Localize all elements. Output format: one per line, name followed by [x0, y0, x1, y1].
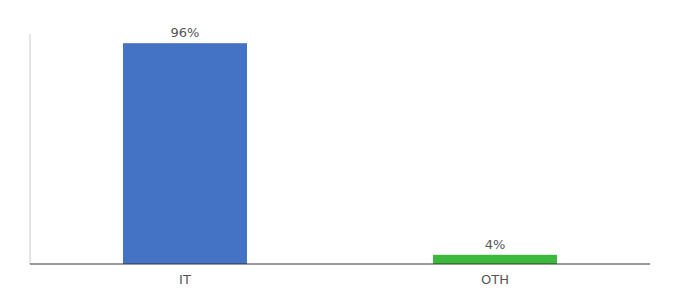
x-tick-label: IT: [179, 272, 191, 287]
x-axis-line: [30, 264, 650, 265]
bar: [433, 255, 557, 264]
data-label: 4%: [485, 237, 506, 252]
x-tick-label: OTH: [481, 272, 509, 287]
chart-container: IT OTH 96% 4%: [0, 0, 680, 300]
bar: [123, 43, 247, 264]
bars: [123, 43, 557, 264]
chart-svg: IT OTH 96% 4%: [0, 0, 680, 300]
y-axis-line: [30, 34, 31, 264]
data-label: 96%: [171, 25, 200, 40]
